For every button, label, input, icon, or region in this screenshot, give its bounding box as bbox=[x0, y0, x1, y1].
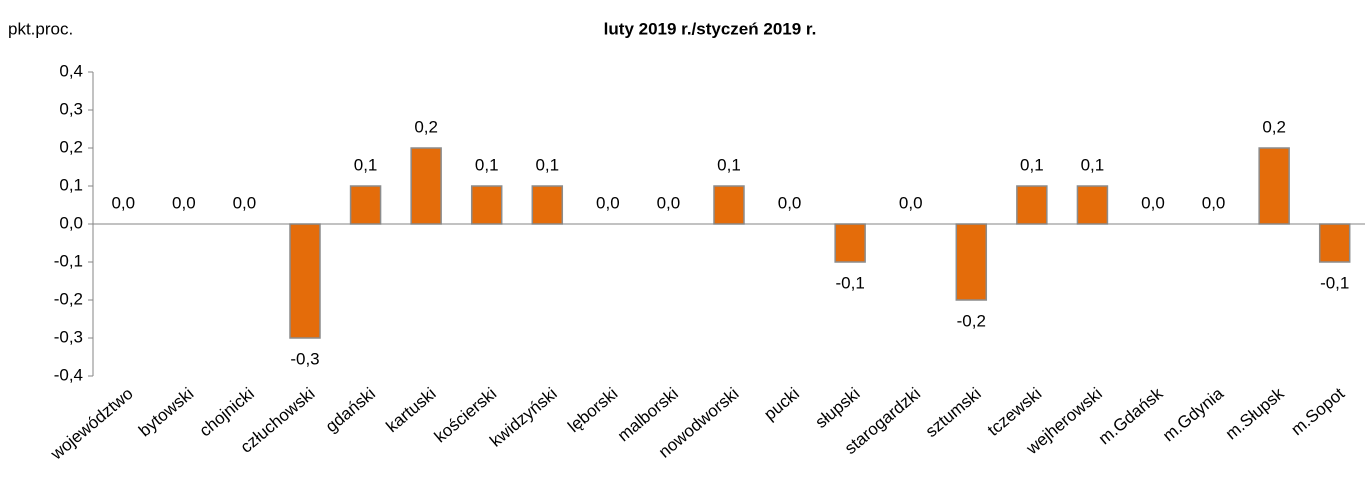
data-label: 0,2 bbox=[414, 117, 438, 136]
y-axis-label: pkt.proc. bbox=[8, 19, 73, 38]
data-label: -0,1 bbox=[835, 273, 864, 292]
data-label: 0,0 bbox=[1141, 193, 1165, 212]
y-tick-label: 0,4 bbox=[59, 61, 83, 80]
y-tick-label: -0,1 bbox=[54, 251, 83, 270]
x-tick-label: słupski bbox=[812, 384, 864, 432]
y-tick-label: 0,3 bbox=[59, 99, 83, 118]
data-label: 0,0 bbox=[1202, 193, 1226, 212]
chart-title: luty 2019 r./styczeń 2019 r. bbox=[604, 19, 817, 38]
data-label: 0,1 bbox=[535, 155, 559, 174]
data-label: 0,2 bbox=[1262, 117, 1286, 136]
x-tick-label: gdański bbox=[322, 384, 379, 436]
bar bbox=[1076, 185, 1109, 225]
data-label: 0,1 bbox=[354, 155, 378, 174]
data-label: -0,2 bbox=[957, 311, 986, 330]
bar bbox=[531, 185, 564, 225]
data-label: 0,1 bbox=[717, 155, 741, 174]
x-tick-label: m.Słupsk bbox=[1222, 384, 1288, 444]
data-label: 0,1 bbox=[475, 155, 499, 174]
y-tick-label: -0,4 bbox=[54, 365, 83, 384]
x-tick-label: sztumski bbox=[922, 384, 985, 441]
data-label: 0,0 bbox=[899, 193, 923, 212]
data-label: 0,1 bbox=[1081, 155, 1105, 174]
bar bbox=[1318, 223, 1351, 263]
data-label: 0,0 bbox=[172, 193, 196, 212]
y-tick-label: 0,2 bbox=[59, 137, 83, 156]
bar bbox=[470, 185, 503, 225]
data-label: -0,3 bbox=[290, 349, 319, 368]
y-tick-label: -0,3 bbox=[54, 327, 83, 346]
bar bbox=[289, 223, 321, 339]
data-label: 0,0 bbox=[233, 193, 257, 212]
x-tick-label: bytowski bbox=[135, 384, 197, 440]
bar bbox=[410, 147, 442, 225]
x-tick-label: kwidzyński bbox=[486, 384, 560, 451]
data-label: 0,0 bbox=[111, 193, 135, 212]
x-tick-label: pucki bbox=[760, 384, 803, 424]
data-label: 0,0 bbox=[596, 193, 620, 212]
y-tick-label: 0,1 bbox=[59, 175, 83, 194]
x-tick-label: lęborski bbox=[564, 384, 621, 436]
bar bbox=[1258, 147, 1290, 225]
bar bbox=[1016, 185, 1048, 225]
bar bbox=[349, 185, 382, 225]
data-label: 0,0 bbox=[778, 193, 802, 212]
x-tick-label: województwo bbox=[46, 384, 136, 464]
data-label: 0,1 bbox=[1020, 155, 1044, 174]
x-tick-label: m.Sopot bbox=[1287, 384, 1348, 439]
y-tick-label: 0,0 bbox=[59, 213, 83, 232]
x-tick-label: kartuski bbox=[383, 384, 440, 436]
y-tick-label: -0,2 bbox=[54, 289, 83, 308]
x-tick-label: m.Gdańsk bbox=[1095, 384, 1167, 449]
data-label: 0,0 bbox=[657, 193, 681, 212]
bar bbox=[834, 223, 866, 263]
x-tick-label: m.Gdynia bbox=[1159, 384, 1227, 446]
bar bbox=[713, 185, 745, 225]
data-label: -0,1 bbox=[1320, 273, 1349, 292]
bar bbox=[955, 223, 988, 301]
